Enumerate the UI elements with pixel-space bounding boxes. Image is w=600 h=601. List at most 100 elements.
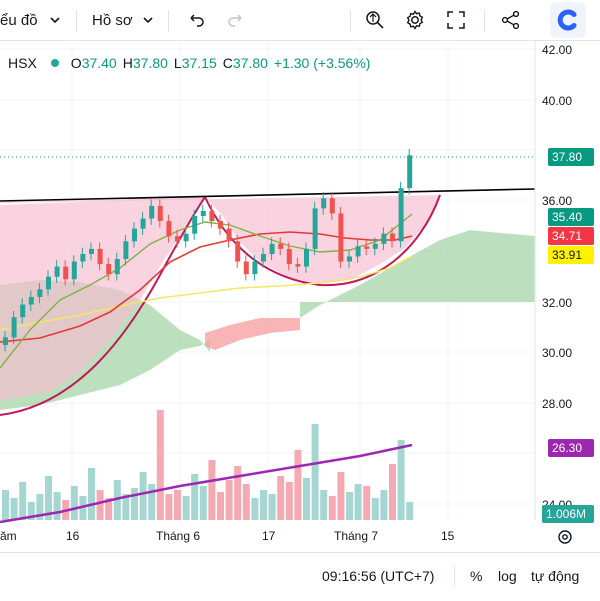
price-tick: 40.00 — [542, 94, 573, 108]
volume-bar — [328, 496, 336, 520]
volume-bars — [2, 410, 414, 520]
volume-bar — [363, 486, 371, 520]
cup-pattern-fill-left — [0, 197, 205, 400]
volume-bar — [79, 496, 87, 520]
close-label: C — [222, 55, 233, 71]
resistance-line — [0, 188, 536, 202]
volume-bar — [191, 474, 199, 520]
volume-bar — [251, 498, 259, 520]
undo-button[interactable] — [186, 0, 206, 40]
low-label: L — [173, 55, 182, 71]
price-chart[interactable] — [0, 40, 600, 552]
log-toggle[interactable]: log — [498, 568, 517, 584]
candle-body — [183, 233, 189, 242]
chart-type-menu[interactable]: ểu đồ — [0, 0, 62, 40]
volume-bar — [225, 480, 233, 520]
redo-button[interactable] — [226, 0, 246, 40]
volume-bar — [277, 476, 285, 520]
candle-body — [295, 264, 301, 267]
auto-scale-toggle[interactable]: tự động — [531, 568, 580, 584]
volume-bar — [371, 498, 379, 520]
time-tick: Tháng 7 — [334, 529, 379, 543]
market-status-dot — [50, 59, 59, 67]
brand-logo[interactable] — [550, 0, 586, 40]
volume-bar — [113, 480, 121, 520]
candle-body — [338, 213, 344, 262]
candle-body — [166, 221, 172, 237]
ma-yellow — [0, 255, 413, 331]
volume-bar — [27, 502, 35, 520]
volume-bar — [45, 476, 52, 520]
low-value: 37.15 — [181, 55, 217, 71]
fullscreen-button[interactable] — [446, 0, 466, 40]
volume-bar — [148, 484, 156, 520]
candle-body — [355, 246, 361, 257]
candle-body — [329, 198, 335, 214]
clock[interactable]: 09:16:56 (UTC+7) — [322, 568, 435, 584]
volume-bar — [242, 484, 250, 520]
candle-body — [364, 246, 370, 249]
candle-body — [106, 264, 112, 275]
undo-icon — [190, 14, 204, 27]
share-button[interactable] — [500, 0, 522, 40]
candle-body — [390, 233, 395, 242]
volume-bar — [174, 490, 181, 520]
volume-bar — [2, 490, 9, 520]
candle-body — [243, 261, 249, 275]
top-toolbar: ểu đồ Hồ sơ — [0, 0, 600, 41]
candle-body — [278, 243, 284, 249]
candle-body — [11, 317, 17, 338]
symbol-name[interactable]: HSX — [8, 55, 37, 71]
volume-bar — [131, 488, 138, 520]
percent-toggle[interactable]: % — [470, 568, 483, 584]
candle-body — [132, 228, 137, 242]
volume-bar — [182, 496, 190, 520]
candle-body — [89, 248, 94, 254]
cup-pattern-fill — [0, 195, 440, 284]
chevron-down-icon — [143, 17, 153, 24]
candle-body — [140, 218, 146, 229]
candle-body — [28, 296, 34, 305]
candle-body — [312, 208, 318, 249]
logo-icon — [550, 2, 586, 38]
candlestick-series — [3, 148, 413, 352]
candle-body — [269, 243, 275, 254]
volume-bar — [268, 494, 276, 520]
candle-body — [218, 221, 223, 229]
volume-bar — [346, 492, 353, 520]
candle-body — [235, 241, 241, 262]
volume-bar — [10, 498, 18, 520]
candle-body — [71, 261, 77, 280]
candle-body — [80, 253, 86, 262]
volume-bar — [337, 472, 345, 520]
candle-body — [63, 266, 69, 280]
axis-settings-button[interactable] — [556, 528, 574, 551]
symbol-legend: HSX O 37.40 H 37.80 L 37.15 C 37.80 +1.30 (+… — [0, 52, 370, 74]
profile-menu[interactable]: Hồ sơ — [92, 0, 155, 40]
alert-button[interactable] — [364, 0, 386, 40]
candle-body — [304, 248, 309, 267]
candle-body — [252, 261, 258, 275]
candle-body — [123, 241, 129, 259]
time-tick: 17 — [262, 529, 276, 543]
profile-label: Hồ sơ — [92, 11, 133, 29]
gear-icon — [406, 10, 424, 30]
volume-bar — [406, 502, 414, 520]
candle-body — [381, 233, 387, 244]
candle-body — [398, 188, 404, 242]
open-value: 37.40 — [81, 55, 117, 71]
settings-button[interactable] — [404, 0, 426, 40]
candle-body — [3, 337, 8, 346]
candle-body — [20, 304, 26, 318]
volume-bar — [122, 494, 130, 520]
volume-bar — [53, 492, 61, 520]
volume-bar — [217, 492, 224, 520]
change-value: +1.30 (+3.56%) — [273, 55, 371, 71]
candle-body — [347, 256, 352, 262]
volume-bar — [199, 486, 207, 520]
volume-bar — [70, 486, 78, 520]
time-tick: 15 — [441, 529, 455, 543]
settings-icon — [558, 530, 572, 544]
time-tick: Tháng 6 — [156, 529, 201, 543]
candle-body — [175, 236, 180, 242]
